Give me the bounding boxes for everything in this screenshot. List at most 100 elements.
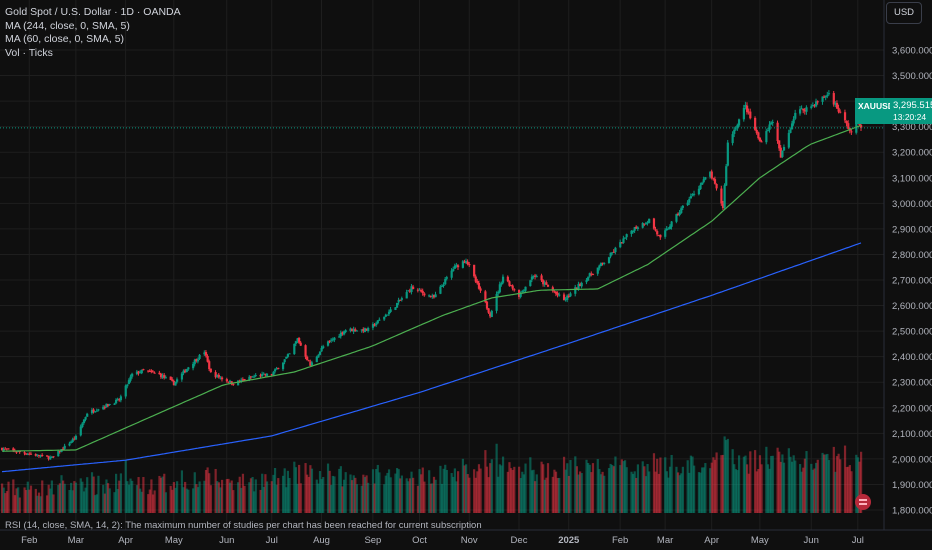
currency-button[interactable]: USD bbox=[886, 2, 922, 24]
candle-body bbox=[477, 283, 481, 289]
candle-body bbox=[376, 320, 379, 324]
candle-body bbox=[509, 285, 513, 287]
candle-body bbox=[540, 275, 543, 281]
volume-bar bbox=[731, 449, 734, 513]
candle-body bbox=[498, 284, 501, 293]
volume-bar bbox=[800, 471, 803, 513]
volume-bar bbox=[609, 463, 612, 513]
candle-body bbox=[209, 368, 212, 373]
volume-bar bbox=[230, 480, 233, 513]
candle-body bbox=[508, 281, 511, 286]
candle-body bbox=[354, 329, 357, 332]
volume-bar bbox=[733, 464, 736, 513]
volume-bar bbox=[632, 473, 635, 513]
candle-body bbox=[158, 372, 161, 375]
candle-body bbox=[688, 199, 691, 203]
candle-body bbox=[770, 122, 773, 125]
volume-bar bbox=[450, 473, 453, 513]
x-tick-label: May bbox=[165, 535, 183, 546]
candle-body bbox=[620, 242, 623, 244]
volume-bar bbox=[270, 481, 273, 513]
alert-icon[interactable] bbox=[855, 494, 871, 510]
candle-body bbox=[92, 409, 95, 412]
candle-body bbox=[755, 129, 758, 134]
candle-body bbox=[623, 237, 627, 239]
moving-averages bbox=[0, 124, 884, 473]
x-tick-label: Aug bbox=[313, 535, 330, 546]
candle-body bbox=[164, 377, 167, 379]
volume-bar bbox=[147, 494, 150, 513]
volume-bar bbox=[159, 477, 163, 513]
volume-bar bbox=[187, 489, 190, 513]
volume-bar bbox=[646, 463, 649, 513]
volume-bar bbox=[249, 478, 253, 513]
candle-body bbox=[326, 341, 330, 346]
candle-body bbox=[355, 330, 359, 332]
candle-body bbox=[476, 281, 479, 284]
volume-bar bbox=[285, 487, 288, 513]
candle-body bbox=[824, 96, 827, 98]
volume-bar bbox=[7, 481, 10, 513]
candle-body bbox=[444, 279, 447, 285]
candle-body bbox=[216, 374, 219, 377]
candle-body bbox=[720, 188, 723, 204]
volume-bar bbox=[261, 473, 264, 513]
candle-body bbox=[86, 413, 89, 417]
volume-bar bbox=[737, 455, 741, 513]
ma244-legend[interactable]: MA (244, close, 0, SMA, 5) bbox=[5, 19, 130, 32]
candle-body bbox=[566, 295, 569, 300]
volume-bar bbox=[802, 467, 805, 513]
volume-bar bbox=[630, 471, 633, 513]
volume-bar bbox=[360, 485, 363, 513]
symbol-title[interactable]: Gold Spot / U.S. Dollar · 1D · OANDA bbox=[5, 6, 181, 18]
time-axis[interactable]: Feb Mar Apr May Jun Jul Aug Sep Oct Nov Dec 2025 Feb… bbox=[0, 529, 932, 546]
volume-bar bbox=[431, 483, 434, 513]
volume-bar bbox=[172, 482, 175, 513]
volume-bar bbox=[456, 471, 460, 513]
candle-body bbox=[529, 280, 532, 286]
volume-bar bbox=[86, 477, 89, 513]
volume-bar bbox=[45, 495, 49, 513]
candle-body bbox=[416, 289, 420, 291]
volume-bar bbox=[782, 462, 786, 513]
candle-body bbox=[803, 110, 807, 112]
y-tick-label: 3,500.000 bbox=[892, 71, 932, 82]
volume-bar bbox=[97, 475, 100, 513]
candle-body bbox=[813, 105, 816, 107]
price-axis[interactable]: 3,600.0003,500.0003,400.0003,300.0003,20… bbox=[883, 0, 932, 530]
candle-body bbox=[7, 448, 10, 450]
candle-body bbox=[590, 273, 593, 275]
volume-legend[interactable]: Vol · Ticks bbox=[5, 46, 53, 59]
volume-bar bbox=[192, 488, 195, 513]
candle-body bbox=[338, 336, 341, 338]
ma60-legend[interactable]: MA (60, close, 0, SMA, 5) bbox=[5, 33, 125, 45]
volume-bar bbox=[569, 460, 572, 513]
candle-body bbox=[293, 343, 296, 354]
volume-bar bbox=[243, 485, 246, 513]
volume-bar bbox=[265, 481, 269, 513]
candle-body bbox=[742, 107, 745, 120]
rsi-study-notice: RSI (14, close, SMA, 14, 2): The maximum… bbox=[5, 520, 482, 531]
volume-bar bbox=[298, 464, 301, 513]
volume-bar bbox=[4, 493, 7, 513]
candle-body bbox=[135, 371, 139, 375]
volume-bar bbox=[535, 474, 538, 513]
volume-bar bbox=[208, 473, 211, 513]
candle-body bbox=[264, 373, 267, 376]
volume-bar bbox=[63, 483, 66, 513]
candle-body bbox=[554, 291, 558, 294]
candle-body bbox=[723, 185, 726, 208]
volume-bar bbox=[386, 472, 389, 513]
volume-bar bbox=[474, 477, 477, 513]
volume-bar bbox=[506, 471, 509, 513]
volume-bar bbox=[534, 481, 537, 513]
candle-body bbox=[490, 310, 493, 317]
candle-body bbox=[171, 379, 174, 381]
volume-bar bbox=[587, 462, 590, 513]
candle-body bbox=[39, 455, 42, 457]
bar-countdown: 13:20:24 bbox=[893, 112, 927, 122]
volume-bar bbox=[306, 474, 309, 513]
volume-bar bbox=[847, 466, 850, 513]
candle-body bbox=[675, 214, 678, 222]
